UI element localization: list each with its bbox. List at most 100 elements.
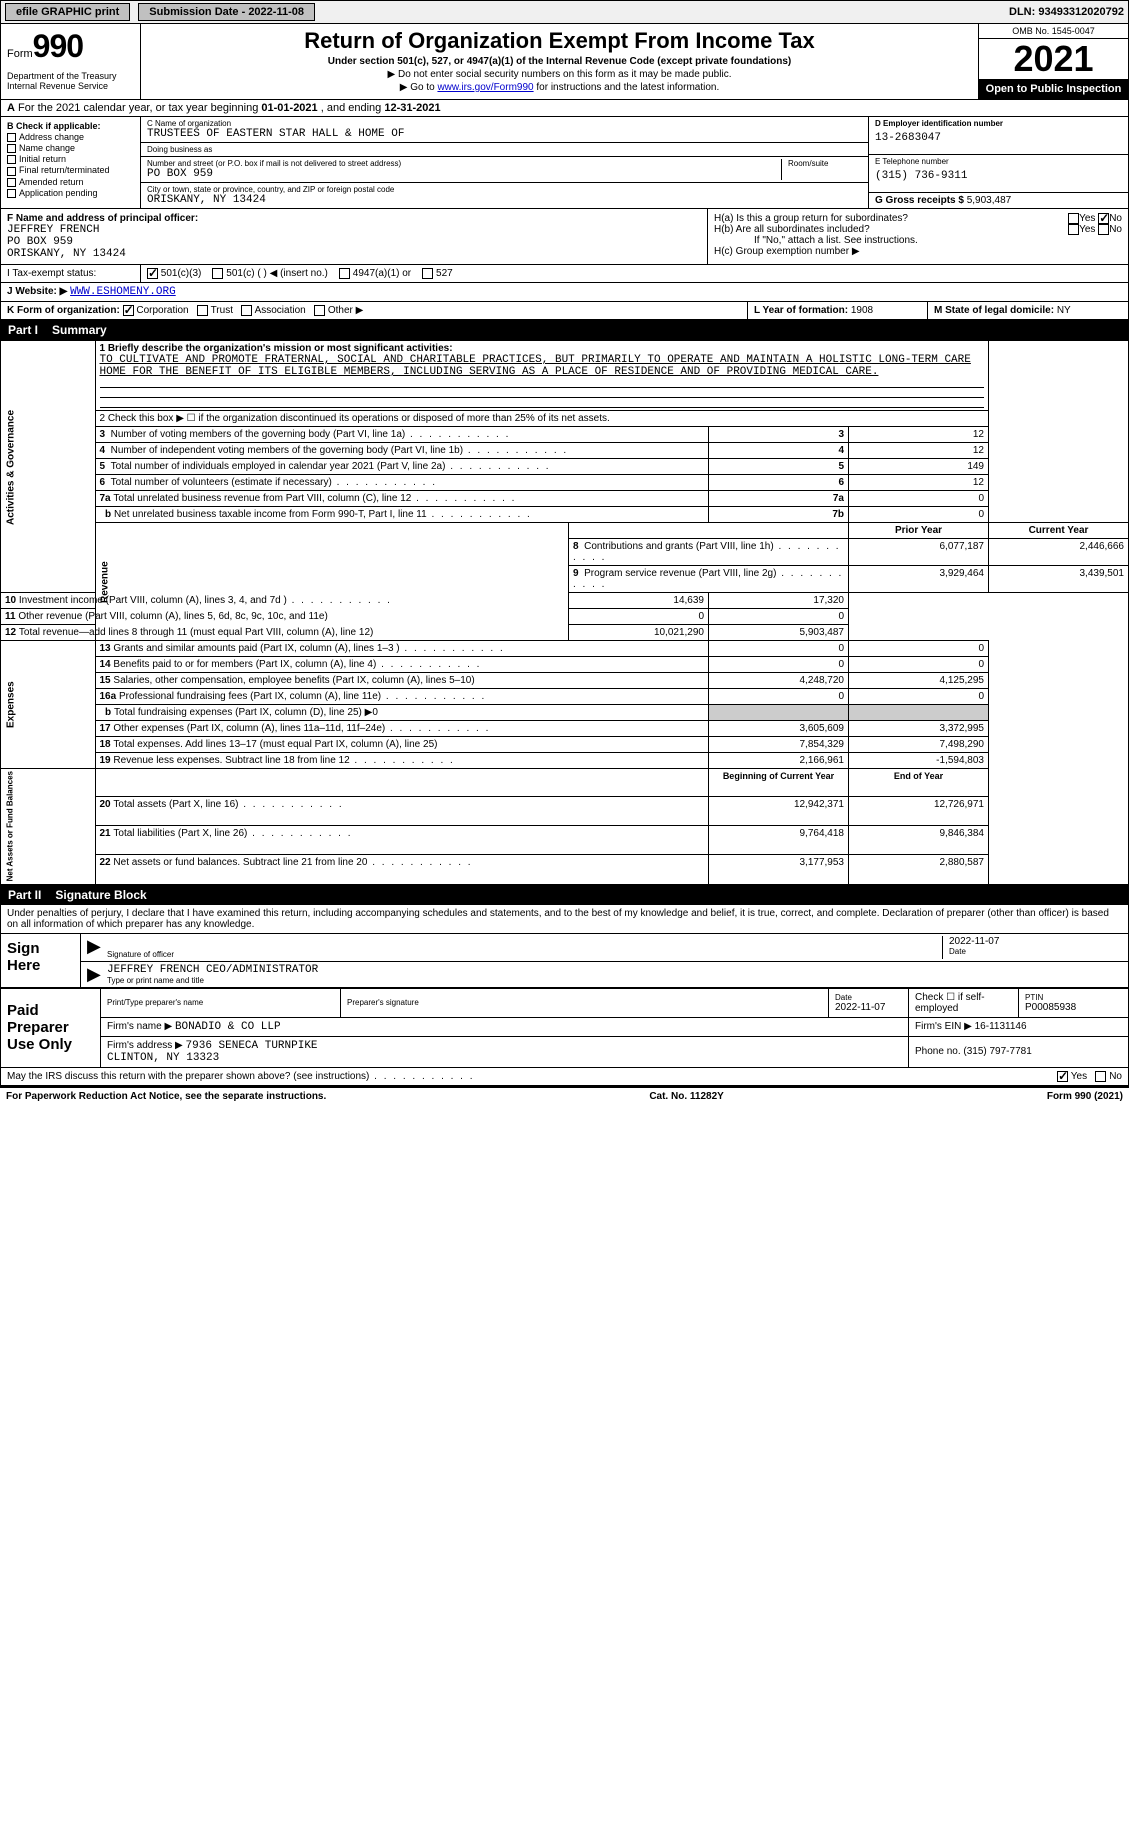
officer-name: JEFFREY FRENCH — [7, 224, 99, 236]
line-1-mission: 1 Briefly describe the organization's mi… — [95, 341, 989, 411]
efile-print-btn[interactable]: efile GRAPHIC print — [5, 3, 130, 21]
form-header: Form990 Department of the Treasury Inter… — [0, 24, 1129, 100]
may-irs-yes[interactable] — [1057, 1071, 1068, 1082]
row-i-label: I Tax-exempt status: — [1, 265, 141, 282]
table-row: 4 Number of independent voting members o… — [1, 443, 1129, 459]
year-formation: 1908 — [851, 305, 873, 316]
part-2-label: Part II — [8, 888, 41, 902]
sign-arrow-icon: ▶ — [87, 964, 107, 985]
gross-label: G Gross receipts $ — [875, 195, 967, 206]
chk-corporation[interactable] — [123, 305, 134, 316]
chk-final-return[interactable]: Final return/terminated — [7, 165, 134, 175]
table-row: 17 Other expenses (Part IX, column (A), … — [1, 721, 1129, 737]
chk-other[interactable] — [314, 305, 325, 316]
phone-label: E Telephone number — [875, 157, 1122, 166]
h-a-no[interactable] — [1098, 213, 1109, 224]
chk-address-change[interactable]: Address change — [7, 132, 134, 142]
row-a-letter: A — [7, 102, 15, 114]
paid-preparer-label: Paid Preparer Use Only — [1, 988, 101, 1067]
department-label: Department of the Treasury Internal Reve… — [7, 71, 134, 91]
firm-name: BONADIO & CO LLP — [175, 1021, 281, 1033]
city-cell: City or town, state or province, country… — [141, 183, 868, 208]
h-b-yes[interactable] — [1068, 224, 1079, 235]
h-b-label: H(b) Are all subordinates included? — [714, 224, 870, 235]
chk-501c[interactable] — [212, 268, 223, 279]
chk-trust[interactable] — [197, 305, 208, 316]
page-footer: For Paperwork Reduction Act Notice, see … — [0, 1086, 1129, 1105]
org-name-label: C Name of organization — [147, 119, 862, 128]
prep-name-label: Print/Type preparer's name — [107, 998, 334, 1007]
chk-amended-return[interactable]: Amended return — [7, 177, 134, 187]
chk-initial-return[interactable]: Initial return — [7, 154, 134, 164]
h-a-yes[interactable] — [1068, 213, 1079, 224]
tax-year: 2021 — [979, 39, 1128, 79]
city-label: City or town, state or province, country… — [147, 185, 862, 194]
table-row: 3 Number of voting members of the govern… — [1, 427, 1129, 443]
section-expenses-label: Expenses — [1, 641, 96, 769]
chk-association[interactable] — [241, 305, 252, 316]
firm-name-label: Firm's name ▶ — [107, 1021, 172, 1032]
chk-application-pending[interactable]: Application pending — [7, 188, 134, 198]
part-2-header: Part II Signature Block — [0, 885, 1129, 905]
table-row: 7a Total unrelated business revenue from… — [1, 491, 1129, 507]
street-label: Number and street (or P.O. box if mail i… — [147, 159, 775, 168]
section-f: F Name and address of principal officer:… — [1, 209, 708, 264]
mission-text: TO CULTIVATE AND PROMOTE FRATERNAL, SOCI… — [100, 354, 971, 378]
street-row: Number and street (or P.O. box if mail i… — [141, 157, 868, 183]
city-value: ORISKANY, NY 13424 — [147, 194, 862, 206]
row-a-end-date: 12-31-2021 — [384, 102, 440, 114]
row-a-mid: , and ending — [321, 102, 385, 114]
chk-4947[interactable] — [339, 268, 350, 279]
table-row: 6 Total number of volunteers (estimate i… — [1, 475, 1129, 491]
sig-date: 2022-11-07 — [949, 936, 1122, 947]
may-irs-discuss-row: May the IRS discuss this return with the… — [0, 1068, 1129, 1086]
opt-501c: 501(c) ( ) ◀ (insert no.) — [226, 268, 328, 279]
gross-receipts-cell: G Gross receipts $ 5,903,487 — [869, 193, 1128, 208]
self-employed-check[interactable]: Check ☐ if self-employed — [909, 988, 1019, 1017]
dba-cell: Doing business as — [141, 143, 868, 157]
section-d-e-g: D Employer identification number 13-2683… — [868, 117, 1128, 208]
col-current-year: Current Year — [989, 523, 1129, 539]
officer-printed-label: Type or print name and title — [107, 976, 1122, 985]
opt-501c3: 501(c)(3) — [161, 268, 202, 279]
prep-sig-label: Preparer's signature — [347, 998, 822, 1007]
website-link[interactable]: WWW.ESHOMENY.ORG — [70, 286, 176, 298]
dln-label: DLN: 93493312020792 — [1009, 6, 1124, 18]
opt-527: 527 — [436, 268, 453, 279]
year-cell: OMB No. 1545-0047 2021 Open to Public In… — [978, 24, 1128, 99]
phone-value: (315) 736-9311 — [875, 170, 1122, 182]
ein-value: 13-2683047 — [875, 132, 1122, 144]
section-revenue-label: Revenue — [95, 523, 569, 641]
h-a-label: H(a) Is this a group return for subordin… — [714, 213, 908, 224]
section-c: C Name of organization TRUSTEES OF EASTE… — [141, 117, 868, 208]
firm-ein-label: Firm's EIN ▶ — [915, 1021, 972, 1032]
table-row: 19 Revenue less expenses. Subtract line … — [1, 753, 1129, 769]
form-footer-label: Form 990 (2021) — [1047, 1091, 1123, 1102]
table-row: 22 Net assets or fund balances. Subtract… — [1, 855, 1129, 884]
irs-link[interactable]: www.irs.gov/Form990 — [437, 82, 533, 93]
section-netassets-label: Net Assets or Fund Balances — [1, 769, 96, 884]
sig-officer-label: Signature of officer — [107, 950, 942, 959]
may-irs-no[interactable] — [1095, 1071, 1106, 1082]
section-b-label: B Check if applicable: — [7, 121, 134, 131]
open-to-public: Open to Public Inspection — [979, 79, 1128, 99]
chk-name-change[interactable]: Name change — [7, 143, 134, 153]
submission-date-btn[interactable]: Submission Date - 2022-11-08 — [138, 3, 315, 21]
table-row: 18 Total expenses. Add lines 13–17 (must… — [1, 737, 1129, 753]
h-b-no[interactable] — [1098, 224, 1109, 235]
row-j-label: J Website: ▶ — [7, 286, 67, 297]
section-f-label: F Name and address of principal officer: — [7, 213, 198, 224]
chk-527[interactable] — [422, 268, 433, 279]
org-name: TRUSTEES OF EASTERN STAR HALL & HOME OF — [147, 128, 862, 140]
dba-label: Doing business as — [147, 145, 862, 154]
signature-block: Sign Here ▶ Signature of officer 2022-11… — [0, 934, 1129, 988]
firm-phone-label: Phone no. — [915, 1046, 963, 1057]
goto-prefix: ▶ Go to — [400, 82, 438, 93]
opt-4947: 4947(a)(1) or — [353, 268, 411, 279]
table-row: 20 Total assets (Part X, line 16)12,942,… — [1, 796, 1129, 825]
chk-501c3[interactable] — [147, 268, 158, 279]
ptin-value: P00085938 — [1025, 1002, 1122, 1013]
gross-value: 5,903,487 — [967, 195, 1012, 206]
col-beginning-year: Beginning of Current Year — [709, 769, 849, 796]
form-title-cell: Return of Organization Exempt From Incom… — [141, 24, 978, 99]
